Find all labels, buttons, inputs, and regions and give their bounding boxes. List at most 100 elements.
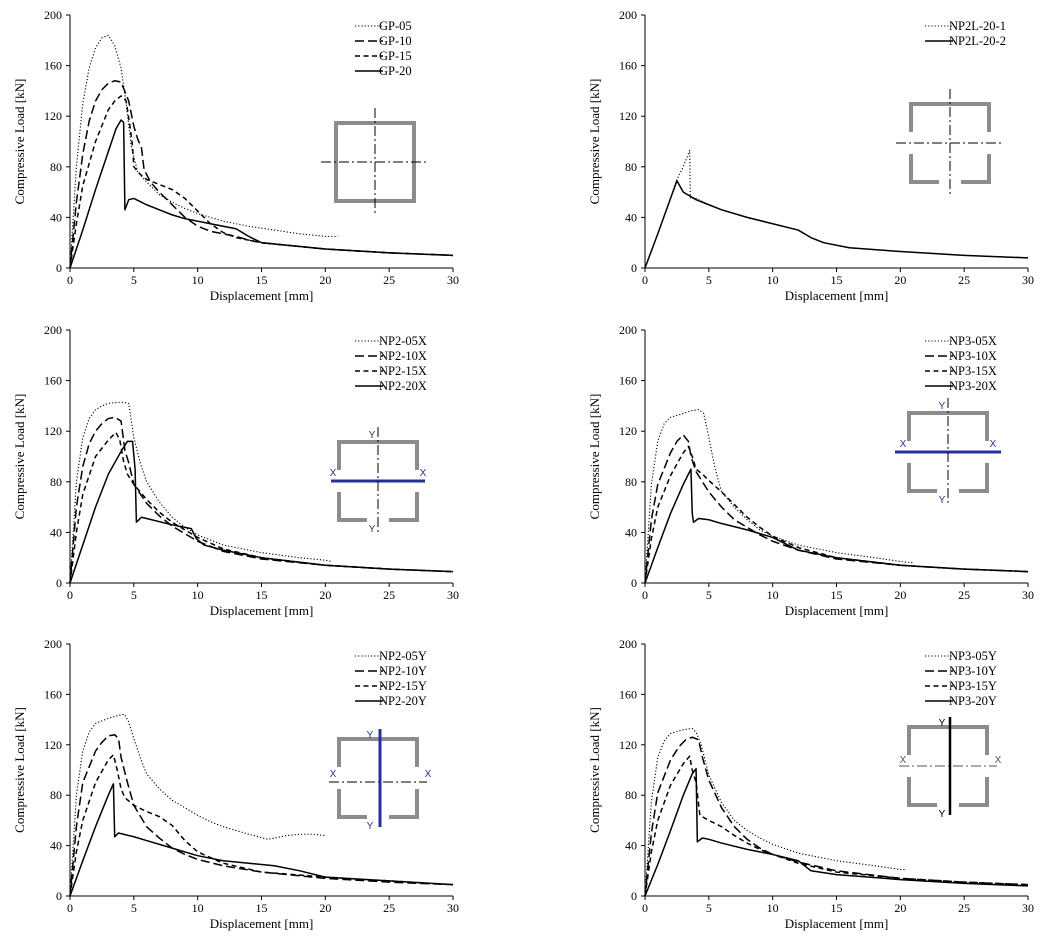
x-tick-label: 20: [894, 901, 906, 915]
x-tick-label: 15: [256, 901, 268, 915]
y-tick-label: 200: [44, 323, 62, 337]
x-tick-label: 25: [383, 588, 395, 602]
x-axis-title: Displacement [mm]: [210, 916, 314, 931]
x-axis-label: X: [425, 769, 432, 780]
series-line-np2l-20-1: [644, 149, 1029, 269]
y-tick-label: 40: [625, 525, 637, 539]
chart-panel-gp: 0 5 10 15 20 25 30 0 40 80 120 160 200 Displacement […: [12, 8, 459, 303]
series-group: [69, 401, 454, 584]
series-line-np3-05x: [644, 409, 914, 584]
y-tick-label: 160: [619, 59, 637, 73]
chart-panel-np2l: 0 5 10 15 20 25 30 0 40 80 120 160 200 Displacement […: [587, 8, 1034, 303]
x-tick-label: 20: [319, 901, 331, 915]
y-tick-label: 40: [625, 210, 637, 224]
x-axis-label: X: [900, 755, 907, 766]
y-axis-title: Compressive Load [kN]: [587, 707, 602, 833]
legend-label: NP2-10Y: [379, 664, 427, 678]
x-tick-label: 25: [958, 273, 970, 287]
series-group: [644, 409, 1029, 584]
x-tick-label: 20: [894, 273, 906, 287]
section-outline: [907, 411, 989, 493]
y-axis-label: Y: [369, 524, 376, 535]
section-outline: [337, 737, 419, 819]
x-axis-label: X: [330, 769, 337, 780]
legend-label: NP3-05X: [949, 334, 997, 348]
legend-label: NP2-15X: [379, 364, 427, 378]
x-tick-label: 5: [706, 273, 712, 287]
legend-label: NP2L-20-1: [949, 19, 1006, 33]
series-line-np3-15x: [644, 445, 1029, 584]
series-line-np3-15y: [644, 755, 1029, 897]
y-tick-label: 200: [619, 8, 637, 22]
cross-section-icon: X X Y Y: [895, 398, 1001, 506]
y-tick-label: 80: [50, 160, 62, 174]
x-axis-title: Displacement [mm]: [210, 603, 314, 618]
series-line-np3-05y: [644, 727, 907, 897]
y-tick-label: 80: [50, 788, 62, 802]
legend-label: NP2-05X: [379, 334, 427, 348]
y-tick-label: 40: [50, 839, 62, 853]
series-line-np3-20y: [644, 767, 1029, 897]
legend-label: NP2-10X: [379, 349, 427, 363]
x-tick-label: 5: [131, 273, 137, 287]
y-tick-label: 0: [631, 889, 637, 903]
y-tick-label: 80: [50, 475, 62, 489]
series-line-np2-20x: [69, 440, 454, 584]
series-line-np2-10x: [69, 416, 454, 584]
x-tick-label: 30: [447, 901, 459, 915]
legend-label: NP3-15Y: [949, 679, 997, 693]
x-axis-label: X: [900, 439, 907, 450]
y-axis-label: Y: [367, 821, 374, 832]
series-group: [69, 34, 454, 269]
y-axis-title: Compressive Load [kN]: [12, 394, 27, 520]
series-line-np3-20x: [644, 468, 1029, 584]
x-tick-label: 5: [706, 901, 712, 915]
legend-label: NP3-10X: [949, 349, 997, 363]
x-tick-label: 15: [831, 588, 843, 602]
chart-panel-np3y: 0 5 10 15 20 25 30 0 40 80 120 160 200 Displacement […: [587, 637, 1034, 931]
x-tick-label: 5: [131, 588, 137, 602]
y-tick-label: 0: [56, 261, 62, 275]
series-line-np2-20y: [69, 783, 454, 897]
y-tick-label: 200: [44, 8, 62, 22]
y-tick-label: 0: [631, 261, 637, 275]
legend-label: NP2-15Y: [379, 679, 427, 693]
y-axis-label: Y: [367, 730, 374, 741]
section-outline: [909, 102, 991, 184]
series-line-gp-05: [69, 34, 339, 269]
series-line-np2-15x: [69, 431, 454, 584]
x-tick-label: 30: [447, 588, 459, 602]
x-tick-label: 15: [256, 588, 268, 602]
legend-label: NP3-05Y: [949, 649, 997, 663]
y-tick-label: 160: [44, 687, 62, 701]
y-tick-label: 200: [619, 323, 637, 337]
series-line-np2l-20-2: [644, 179, 1029, 269]
y-tick-label: 40: [50, 210, 62, 224]
series-group: [644, 149, 1029, 269]
y-tick-label: 40: [50, 525, 62, 539]
y-axis-label: Y: [939, 809, 946, 820]
x-axis-label: X: [420, 468, 427, 479]
series-line-np3-10y: [644, 736, 1029, 897]
y-tick-label: 160: [44, 374, 62, 388]
x-axis-label: X: [990, 439, 997, 450]
legend-label: NP2-20Y: [379, 694, 427, 708]
y-tick-label: 120: [619, 424, 637, 438]
x-tick-label: 10: [192, 273, 204, 287]
x-tick-label: 30: [1022, 901, 1034, 915]
legend-label: NP2-20X: [379, 379, 427, 393]
x-tick-label: 10: [192, 588, 204, 602]
series-line-gp-10: [69, 80, 454, 269]
x-tick-label: 15: [831, 901, 843, 915]
x-axis-title: Displacement [mm]: [785, 288, 889, 303]
y-tick-label: 120: [619, 109, 637, 123]
legend-label: NP3-20Y: [949, 694, 997, 708]
legend-label: GP-10: [379, 34, 412, 48]
y-tick-label: 160: [619, 687, 637, 701]
y-tick-label: 120: [44, 424, 62, 438]
legend-label: GP-05: [379, 19, 412, 33]
